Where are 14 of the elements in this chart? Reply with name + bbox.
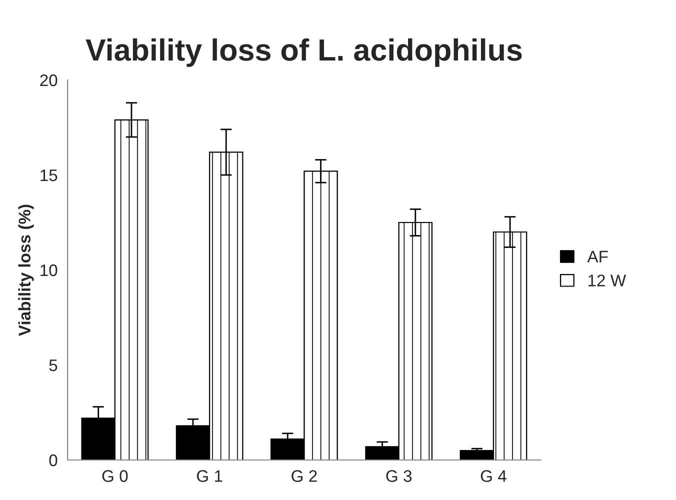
y-tick-label: 15 bbox=[40, 170, 58, 182]
y-tick-label: 10 bbox=[40, 264, 58, 276]
x-tick-label: G 2 bbox=[292, 470, 317, 482]
legend-label: 12 W bbox=[588, 274, 626, 286]
y-tick-label: 0 bbox=[49, 454, 58, 466]
y-tick-label: 20 bbox=[40, 74, 58, 86]
x-tick-label: G 3 bbox=[386, 470, 412, 482]
chart-title: Viability loss of L. acidophilus bbox=[86, 38, 522, 67]
x-tick-label: G 4 bbox=[480, 470, 506, 482]
y-tick-label: 5 bbox=[49, 360, 58, 372]
y-axis-title: Viability loss (%) bbox=[18, 204, 34, 336]
legend-label: AF bbox=[587, 250, 608, 262]
x-tick-label: G 0 bbox=[102, 470, 128, 482]
x-tick-label: G 1 bbox=[196, 470, 222, 482]
